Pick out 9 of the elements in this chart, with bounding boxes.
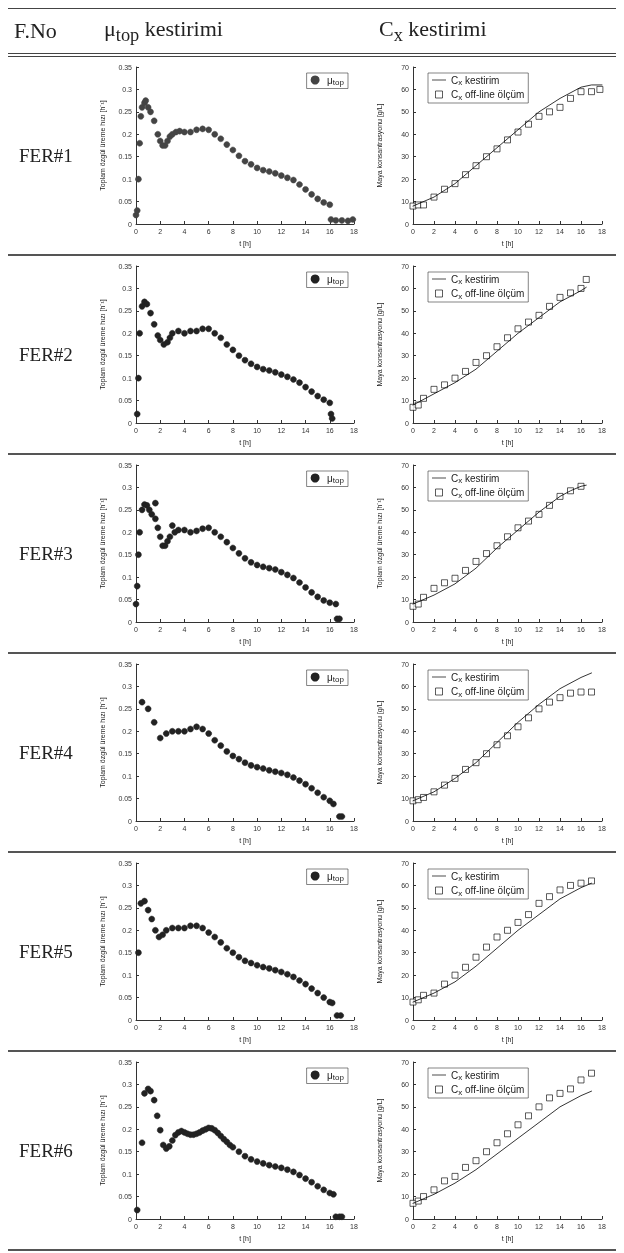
text: C$_{x}$ kestirimi — [379, 15, 487, 47]
text: F.No — [13, 18, 58, 44]
text: FER#2 — [19, 344, 73, 365]
text: μ$_{top}$ kestirimi — [104, 15, 224, 47]
text: FER#3 — [19, 543, 73, 564]
text: FER#6 — [19, 1140, 73, 1161]
text: FER#5 — [19, 941, 73, 962]
text: FER#1 — [19, 145, 73, 166]
text: FER#4 — [19, 742, 74, 763]
